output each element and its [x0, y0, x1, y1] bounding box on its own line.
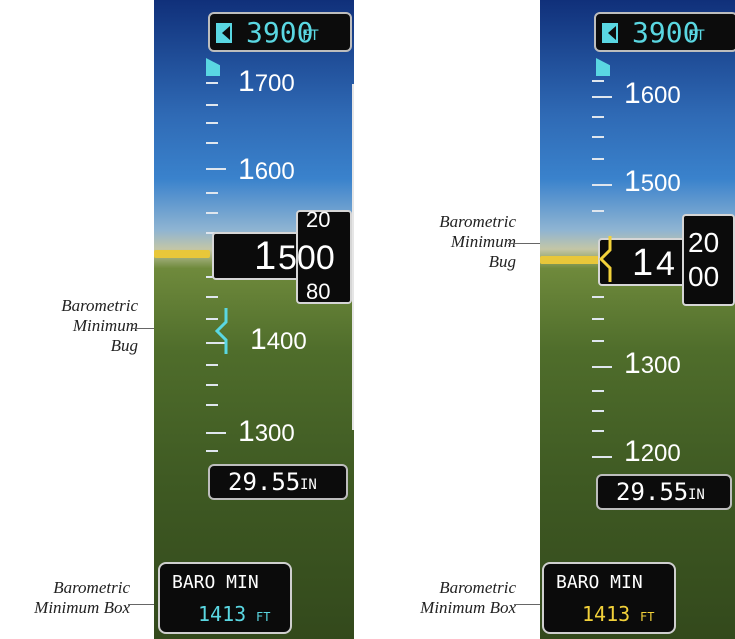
selected-altitude-unit: FT	[302, 28, 319, 44]
altitude-roll-above: 20	[688, 227, 720, 258]
leader-line	[514, 604, 542, 605]
altitude-hundreds: 500	[278, 239, 335, 277]
tape-label-1600: 1600	[238, 153, 295, 186]
baro-min-title: BARO MIN	[556, 572, 643, 593]
tape-label-1500: 1500	[624, 165, 681, 198]
baro-min-unit: FT	[640, 610, 655, 624]
altitude-tape-left: 3900 FT 1700 1600 1400 1300 20 1 500 80	[154, 0, 354, 639]
callout-baro-min-bug-left: Barometric Minimum Bug	[61, 296, 138, 355]
selected-altitude-unit: FT	[688, 28, 705, 44]
selected-altitude-box[interactable]: 3900 FT	[594, 12, 735, 52]
altitude-roll-above: 20	[306, 207, 331, 232]
tape-label-1300: 1300	[624, 347, 681, 380]
altitude-roll-window	[296, 210, 352, 304]
baro-setting-box[interactable]: 29.55 IN	[596, 474, 732, 510]
selected-altitude-box[interactable]: 3900 FT	[208, 12, 352, 52]
baro-setting-value: 29.55	[228, 468, 301, 496]
tape-label-1400: 1400	[250, 323, 307, 356]
baro-min-unit: FT	[256, 610, 271, 624]
altitude-hundreds: 4	[656, 245, 675, 283]
altitude-bug-icon	[602, 23, 618, 43]
baro-min-bug	[214, 306, 230, 354]
baro-setting-value: 29.55	[616, 478, 689, 506]
baro-setting-unit: IN	[688, 487, 705, 503]
altitude-roll-below: 80	[306, 279, 331, 304]
altitude-tape-right: 3900 FT 1600 1500 1300 1200 1 4 20 00 29…	[540, 0, 735, 639]
altitude-roll-below: 00	[688, 261, 720, 292]
baro-min-value: 1413	[198, 602, 247, 626]
altitude-thousands: 1	[632, 242, 654, 284]
baro-min-bug	[598, 234, 614, 282]
baro-min-value: 1413	[582, 602, 631, 626]
selected-altitude-value: 3900	[632, 16, 700, 49]
callout-baro-min-box-left: Barometric Minimum Box	[34, 578, 130, 617]
tape-label-1600: 1600	[624, 77, 681, 110]
vsi-rail	[352, 84, 354, 430]
selected-altitude-value: 3900	[246, 16, 314, 49]
baro-setting-unit: IN	[300, 477, 317, 493]
callout-baro-min-bug-right: Barometric Minimum Bug	[439, 212, 516, 271]
baro-min-box[interactable]: BARO MIN 1413 FT	[542, 562, 676, 634]
leader-line	[128, 604, 158, 605]
baro-setting-box[interactable]: 29.55 IN	[208, 464, 348, 500]
tape-label-1300: 1300	[238, 415, 295, 448]
tape-label-1200: 1200	[624, 435, 681, 468]
altitude-roll-window	[682, 214, 735, 306]
callout-baro-min-box-right: Barometric Minimum Box	[420, 578, 516, 617]
attitude-background	[154, 0, 354, 639]
altitude-bug-icon	[216, 23, 232, 43]
baro-min-box[interactable]: BARO MIN 1413 FT	[158, 562, 292, 634]
aircraft-reference-bar	[154, 250, 210, 258]
altitude-thousands: 1	[254, 234, 277, 278]
baro-min-title: BARO MIN	[172, 572, 259, 593]
tape-label-1700: 1700	[238, 65, 295, 98]
attitude-background	[540, 0, 735, 639]
aircraft-reference-bar	[540, 256, 600, 264]
